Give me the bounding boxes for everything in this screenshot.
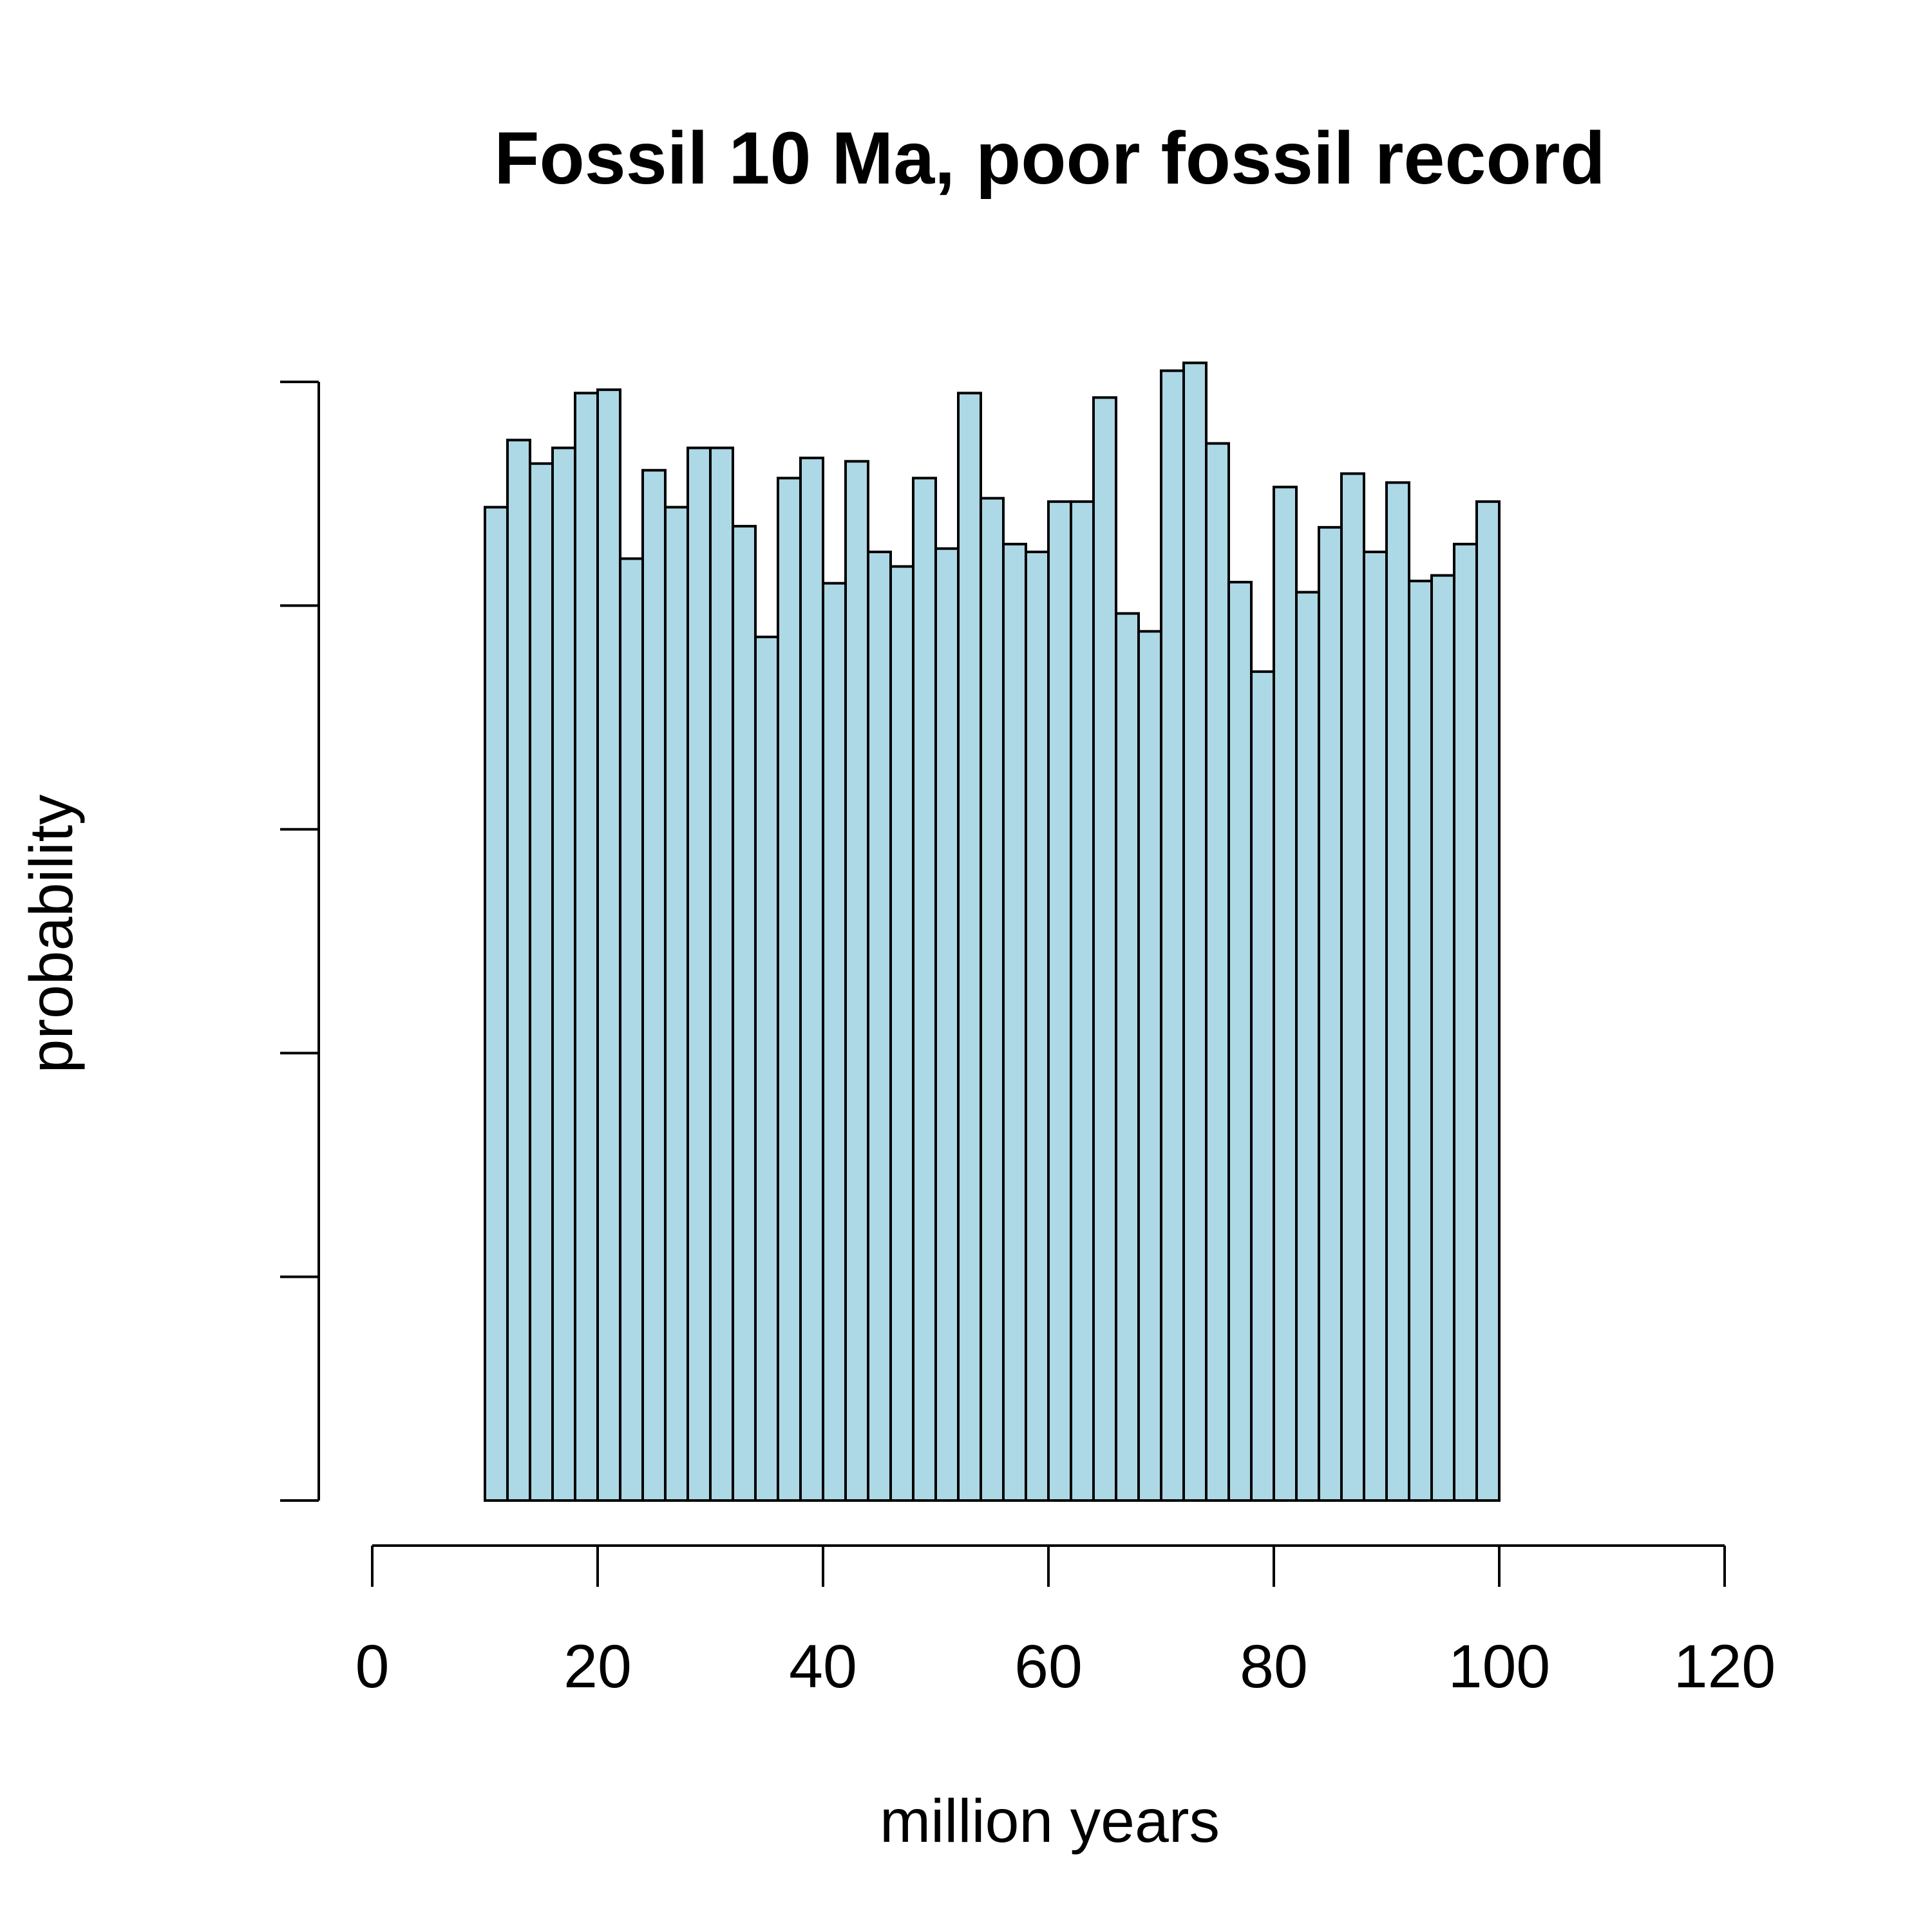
histogram-bar — [1363, 551, 1388, 1502]
histogram-bar — [529, 462, 554, 1502]
histogram-bar — [1430, 574, 1455, 1502]
histogram-bar — [1227, 580, 1253, 1502]
histogram-bar — [934, 547, 960, 1502]
histogram-bar — [777, 477, 802, 1502]
histogram-bar — [1205, 442, 1230, 1502]
histogram-bar — [1408, 580, 1433, 1502]
histogram-bar — [754, 636, 779, 1502]
histogram-bar — [1137, 630, 1162, 1502]
histogram-bar — [1273, 486, 1298, 1502]
x-tick-label: 100 — [1448, 1633, 1551, 1701]
histogram-bar — [641, 469, 667, 1502]
histogram-bar — [664, 506, 689, 1502]
y-axis — [280, 381, 320, 1502]
histogram-bar — [687, 446, 712, 1502]
histogram-bar — [1115, 612, 1140, 1502]
histogram-bar — [1475, 500, 1501, 1502]
x-tick-label: 60 — [1014, 1633, 1083, 1701]
histogram-bar — [1002, 542, 1027, 1502]
x-tick-label: 80 — [1240, 1633, 1308, 1701]
x-tick-label: 120 — [1674, 1633, 1776, 1701]
histogram-bar — [822, 582, 847, 1502]
histogram-bar — [867, 551, 892, 1502]
histogram-bar — [912, 477, 937, 1502]
x-tick-label: 40 — [789, 1633, 857, 1701]
histogram-bar — [1070, 500, 1095, 1502]
y-axis-label: probability — [17, 794, 86, 1074]
histogram-bar — [551, 446, 576, 1502]
histogram-bar — [1340, 472, 1365, 1502]
x-axis-label: million years — [880, 1787, 1220, 1855]
histogram-bar — [484, 506, 509, 1502]
histogram-bar — [1182, 361, 1208, 1502]
histogram-bar — [619, 557, 644, 1502]
x-tick-label: 20 — [564, 1633, 632, 1701]
histogram-bar — [957, 392, 982, 1502]
x-axis: 0 20 40 60 80 100 120 — [355, 1544, 1776, 1701]
chart-title: Fossil 10 Ma, poor fossil record — [494, 117, 1605, 200]
histogram-bar — [889, 565, 914, 1502]
histogram-bar — [1295, 591, 1320, 1502]
histogram-bar — [1250, 670, 1275, 1502]
histogram-bar — [506, 439, 531, 1502]
histogram-bar — [709, 446, 734, 1502]
histogram-bar — [1025, 551, 1050, 1502]
x-tick-label: 0 — [355, 1633, 390, 1701]
histogram-bar — [980, 497, 1005, 1502]
histogram-bar — [1092, 396, 1117, 1502]
histogram-bar — [596, 388, 621, 1502]
bars-group — [484, 361, 1501, 1502]
histogram-bar — [574, 392, 599, 1502]
histogram-bar — [732, 525, 757, 1502]
histogram-bar — [1385, 481, 1410, 1502]
histogram-bar — [1160, 369, 1185, 1502]
histogram-bar — [844, 460, 869, 1502]
histogram-bar — [1047, 500, 1072, 1502]
histogram-bar — [799, 457, 824, 1502]
histogram-bar — [1453, 542, 1478, 1502]
histogram-bar — [1318, 526, 1343, 1502]
